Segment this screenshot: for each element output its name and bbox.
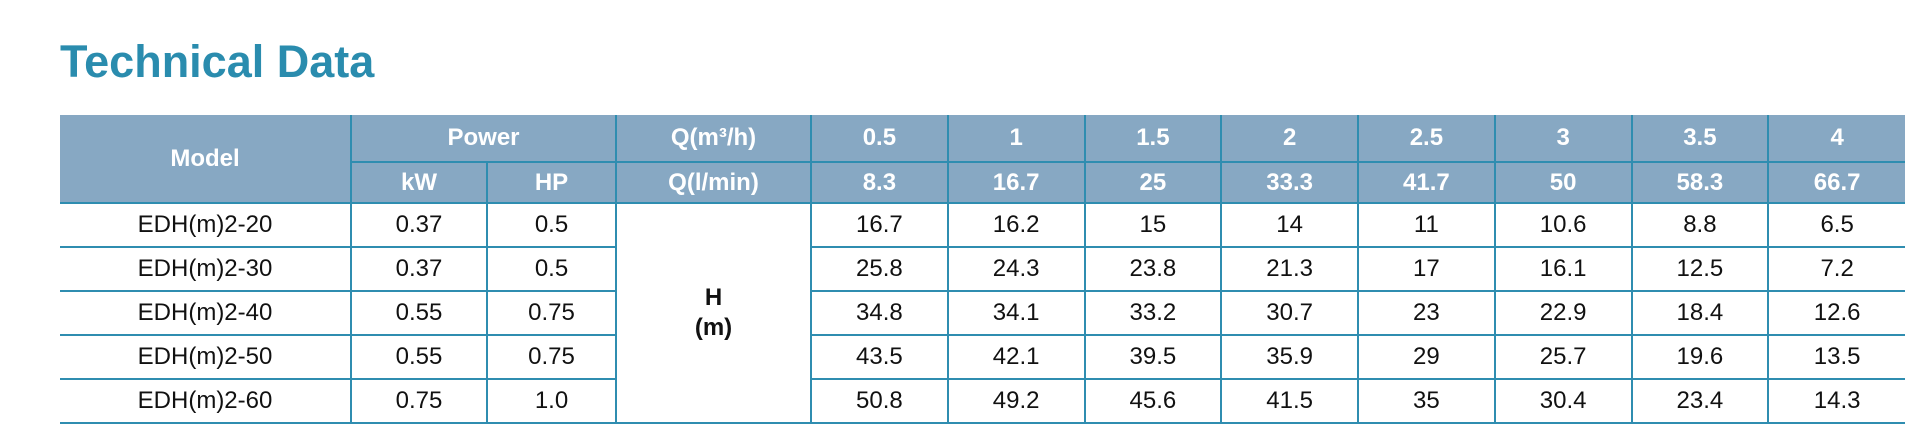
header-cell: 16.7	[947, 162, 1086, 204]
cell: 24.3	[947, 247, 1086, 292]
cell: 41.5	[1221, 379, 1359, 424]
cell: 0.37	[351, 203, 488, 248]
cell: 25.8	[811, 247, 949, 292]
cell: 42.1	[947, 335, 1086, 380]
header-cell: 3	[1494, 115, 1633, 163]
header-cell: 4	[1768, 115, 1905, 163]
cell: 12.5	[1631, 247, 1770, 292]
cell: 23.4	[1631, 379, 1770, 424]
header-cell: 58.3	[1631, 162, 1770, 204]
table-row: EDH(m)2-40 0.55 0.75 34.8 34.1 33.2 30.7 23 22.9…	[60, 291, 1905, 336]
cell: 33.2	[1084, 291, 1223, 336]
cell: 30.7	[1221, 291, 1359, 336]
header-cell: HP	[487, 162, 617, 204]
cell: 16.7	[811, 203, 949, 248]
cell: 0.55	[351, 335, 488, 380]
cell: 49.2	[947, 379, 1086, 424]
header-cell: 25	[1084, 162, 1223, 204]
header-cell: 3.5	[1631, 115, 1770, 163]
cell: 45.6	[1084, 379, 1223, 424]
cell: 0.5	[487, 203, 617, 248]
cell: 39.5	[1084, 335, 1223, 380]
cell: EDH(m)2-30	[60, 247, 352, 292]
cell: 17	[1358, 247, 1496, 292]
cell: 14	[1221, 203, 1359, 248]
header-cell: 41.7	[1358, 162, 1496, 204]
header-cell: 0.5	[811, 115, 949, 163]
header-cell: 2	[1221, 115, 1359, 163]
cell: 30.4	[1494, 379, 1633, 424]
header-cell: 2.5	[1358, 115, 1496, 163]
cell: 50.8	[811, 379, 949, 424]
cell: EDH(m)2-20	[60, 203, 352, 248]
table-row: EDH(m)2-50 0.55 0.75 43.5 42.1 39.5 35.9 29 25.7…	[60, 335, 1905, 380]
cell: 35	[1358, 379, 1496, 424]
cell: 19.6	[1631, 335, 1770, 380]
cell: 7.2	[1768, 247, 1905, 292]
cell: 16.1	[1494, 247, 1633, 292]
cell: 23.8	[1084, 247, 1223, 292]
header-cell: 50	[1494, 162, 1633, 204]
cell: 10.6	[1494, 203, 1633, 248]
cell: 0.5	[487, 247, 617, 292]
cell: 14.3	[1768, 379, 1905, 424]
table-row: EDH(m)2-20 0.37 0.5 H (m) 16.7 16.2 15 14 11 10.6 8…	[60, 203, 1905, 424]
header-cell: 1.5	[1084, 115, 1223, 163]
header-cell: 8.3	[811, 162, 949, 204]
cell: 43.5	[811, 335, 949, 380]
cell: 23	[1358, 291, 1496, 336]
cell: 15	[1084, 203, 1223, 248]
h-label: H	[704, 284, 723, 311]
cell: 0.75	[351, 379, 488, 424]
cell: 34.8	[811, 291, 949, 336]
cell: 13.5	[1768, 335, 1905, 380]
cell: EDH(m)2-50	[60, 335, 352, 380]
cell: 0.55	[351, 291, 488, 336]
cell: 0.75	[487, 291, 617, 336]
header-cell: 66.7	[1768, 162, 1905, 204]
header-cell: 33.3	[1221, 162, 1359, 204]
cell: 0.37	[351, 247, 488, 292]
cell: EDH(m)2-60	[60, 379, 352, 424]
header-cell: Q(m³/h)	[616, 115, 812, 163]
cell: 12.6	[1768, 291, 1905, 336]
page-title: Technical Data	[60, 36, 375, 87]
header-cell: 1	[947, 115, 1086, 163]
h-unit: (m)	[694, 314, 733, 341]
table-row: EDH(m)2-30 0.37 0.5 25.8 24.3 23.8 21.3 17 16.1 1…	[60, 247, 1905, 292]
h-cell: H (m)	[616, 203, 812, 424]
table-row: EDH(m)2-60 0.75 1.0 50.8 49.2 45.6 41.5 35 30.4 2…	[60, 379, 1905, 424]
cell: 25.7	[1494, 335, 1633, 380]
cell: 35.9	[1221, 335, 1359, 380]
header-cell: Model	[60, 115, 352, 204]
cell: 0.75	[487, 335, 617, 380]
cell: 18.4	[1631, 291, 1770, 336]
cell: 6.5	[1768, 203, 1905, 248]
cell: 34.1	[947, 291, 1086, 336]
cell: 21.3	[1221, 247, 1359, 292]
cell: 22.9	[1494, 291, 1633, 336]
cell: 1.0	[487, 379, 617, 424]
header-cell: kW	[351, 162, 488, 204]
tech-table: Model Power Q(m³/h) 0.5 1 1.5 2 2.5 3 3.5 4 kW …	[60, 115, 1905, 424]
header-cell: Q(l/min)	[616, 162, 812, 204]
cell: 8.8	[1631, 203, 1770, 248]
cell: 29	[1358, 335, 1496, 380]
header-cell: Power	[351, 115, 617, 163]
cell: 11	[1358, 203, 1496, 248]
cell: 16.2	[947, 203, 1086, 248]
cell: EDH(m)2-40	[60, 291, 352, 336]
